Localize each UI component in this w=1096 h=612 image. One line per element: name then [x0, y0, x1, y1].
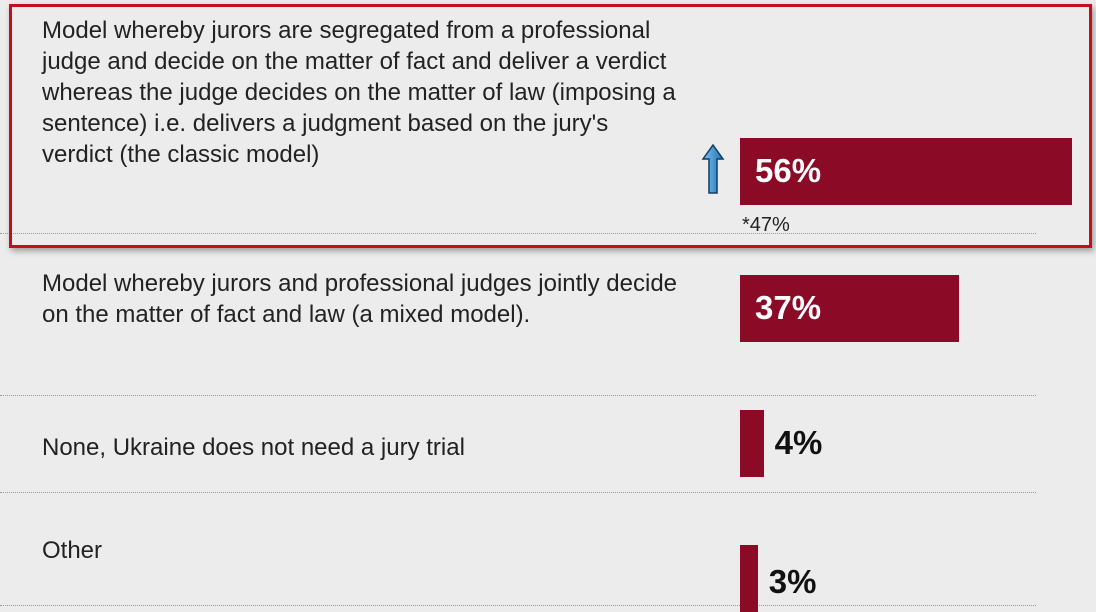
annotation: *47% — [742, 214, 790, 236]
bar — [740, 545, 758, 612]
category-label: Model whereby jurors and professional ju… — [42, 270, 678, 328]
bar — [740, 275, 960, 342]
row-separator — [0, 233, 1036, 234]
value-label: 37% — [755, 289, 822, 326]
bar — [740, 138, 1072, 205]
bar — [740, 410, 764, 477]
category-label: Other — [42, 537, 103, 564]
up-arrow-icon — [701, 143, 725, 194]
value-label: 56% — [755, 152, 822, 189]
row-separator — [0, 605, 1036, 606]
row-separator — [0, 492, 1036, 493]
value-label: 3% — [768, 563, 817, 600]
category-label: None, Ukraine does not need a jury trial — [42, 434, 465, 461]
category-label: Model whereby jurors are segregated from… — [42, 17, 676, 168]
highlight-box — [9, 4, 1092, 248]
value-label: 4% — [774, 424, 823, 461]
row-separator — [0, 395, 1036, 396]
